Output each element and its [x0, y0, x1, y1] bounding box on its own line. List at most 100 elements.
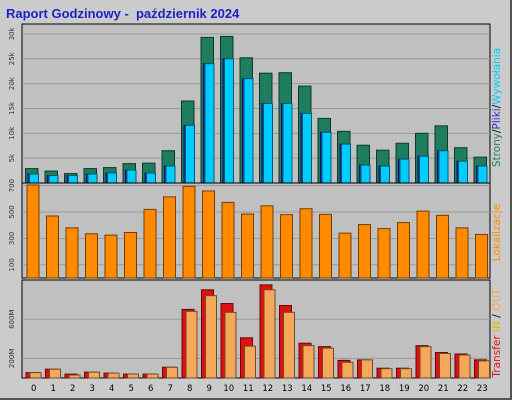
top-legend-part: / — [491, 129, 503, 133]
middle-bar-lokalizacje — [182, 185, 196, 279]
x-tick-label: 18 — [379, 384, 390, 394]
bottom-y-tick-label: 600M — [8, 309, 16, 328]
top-bar-wywolania — [380, 165, 390, 184]
top-bar-wywolania — [165, 165, 176, 184]
middle-legend: Lokalizacje — [491, 204, 503, 261]
middle-bar-lokalizacje — [124, 231, 137, 279]
middle-bar-lokalizacje — [260, 205, 274, 279]
bottom-bar-out — [166, 366, 178, 379]
middle-bar-lokalizacje — [436, 214, 449, 279]
x-tick-label: 17 — [360, 384, 371, 394]
top-bar-wywolania — [302, 112, 312, 184]
middle-bar-lokalizacje — [46, 215, 59, 279]
bottom-bar-out — [224, 311, 237, 379]
top-y-tick-label: 5k — [8, 153, 16, 162]
top-legend-part: / — [491, 104, 503, 108]
middle-y-tick-label: 100 — [8, 258, 16, 271]
middle-bar-lokalizacje — [202, 190, 215, 279]
x-tick-label: 5 — [129, 384, 134, 394]
bottom-bar-out — [283, 311, 295, 379]
top-y-tick-label: 30k — [8, 27, 16, 41]
bottom-bar-out — [146, 373, 159, 379]
middle-bar-lokalizacje — [241, 213, 254, 279]
x-tick-label: 7 — [168, 384, 173, 394]
bottom-legend: Transfer IN / OUT — [491, 288, 503, 379]
x-tick-label: 11 — [243, 384, 254, 394]
x-tick-label: 2 — [70, 384, 75, 394]
bottom-bar-out — [419, 346, 432, 379]
bottom-bar-out — [263, 289, 276, 379]
top-bar-wywolania — [243, 78, 254, 184]
middle-bar-lokalizacje — [319, 213, 332, 279]
x-tick-label: 21 — [438, 384, 449, 394]
x-tick-label: 23 — [477, 384, 488, 394]
top-y-tick-label: 10k — [8, 126, 16, 140]
x-tick-label: 15 — [321, 384, 332, 394]
top-bar-wywolania — [341, 143, 351, 184]
middle-y-tick-label: 700 — [8, 179, 16, 192]
top-legend: Strony/Pliki/Wywołania — [491, 48, 503, 167]
bottom-bar-out — [439, 353, 451, 379]
bottom-bar-out — [400, 368, 412, 379]
middle-bar-lokalizacje — [143, 208, 157, 279]
x-tick-label: 4 — [109, 384, 114, 394]
x-tick-label: 3 — [90, 384, 95, 394]
middle-bar-lokalizacje — [163, 196, 176, 279]
middle-bar-lokalizacje — [397, 222, 410, 279]
top-bar-wywolania — [68, 175, 78, 184]
top-bar-wywolania — [107, 172, 117, 184]
middle-bar-lokalizacje — [475, 233, 488, 279]
bottom-bar-out — [341, 361, 354, 379]
middle-bar-lokalizacje — [455, 227, 469, 279]
bottom-bar-out — [49, 368, 61, 379]
middle-y-tick-label: 500 — [8, 205, 16, 218]
top-bar-wywolania — [438, 150, 449, 184]
bottom-bar-out — [380, 368, 393, 379]
bottom-bar-out — [29, 372, 42, 379]
top-legend-part: Strony — [491, 133, 503, 167]
x-tick-label: 0 — [31, 384, 36, 394]
bottom-legend-part: OUT — [491, 288, 503, 311]
middle-bar-lokalizacje — [221, 201, 235, 279]
top-bar-wywolania — [399, 158, 410, 184]
top-bar-wywolania — [419, 155, 429, 184]
bottom-bar-out — [107, 372, 120, 379]
top-bar-wywolania — [282, 103, 293, 184]
top-legend-part: Pliki — [491, 108, 503, 129]
x-tick-label: 1 — [51, 384, 56, 394]
top-y-tick-label: 15k — [8, 101, 16, 115]
x-tick-label: 13 — [282, 384, 293, 394]
middle-bar-lokalizacje — [26, 184, 40, 279]
bottom-bar-out — [185, 310, 198, 379]
top-bar-wywolania — [321, 131, 332, 184]
middle-bar-lokalizacje — [416, 210, 430, 279]
top-bar-wywolania — [87, 173, 98, 184]
bottom-y-tick-label: 200M — [8, 349, 16, 368]
middle-bar-lokalizacje — [280, 214, 293, 279]
top-bar-wywolania — [360, 164, 371, 184]
top-y-tick-label: 20k — [8, 76, 16, 90]
bottom-bar-out — [458, 354, 471, 379]
middle-bar-lokalizacje — [377, 228, 391, 279]
bottom-bar-out — [302, 345, 315, 379]
top-bar-wywolania — [185, 124, 195, 184]
top-bar-wywolania — [204, 63, 215, 184]
top-y-tick-label: 25k — [8, 51, 16, 65]
middle-bar-lokalizacje — [85, 233, 98, 279]
middle-bar-lokalizacje — [104, 234, 118, 279]
middle-legend-part: Lokalizacje — [491, 204, 503, 261]
bottom-legend-part: Transfer — [491, 335, 503, 379]
top-bar-wywolania — [29, 173, 39, 184]
middle-bar-lokalizacje — [338, 232, 352, 279]
top-bar-wywolania — [48, 175, 59, 184]
x-tick-label: 8 — [187, 384, 192, 394]
x-tick-label: 6 — [148, 384, 153, 394]
x-tick-label: 12 — [262, 384, 273, 394]
bottom-bar-out — [127, 373, 139, 379]
bottom-bar-out — [88, 371, 100, 379]
x-tick-label: 16 — [340, 384, 351, 394]
middle-bar-lokalizacje — [299, 208, 313, 279]
top-bar-wywolania — [146, 172, 156, 184]
